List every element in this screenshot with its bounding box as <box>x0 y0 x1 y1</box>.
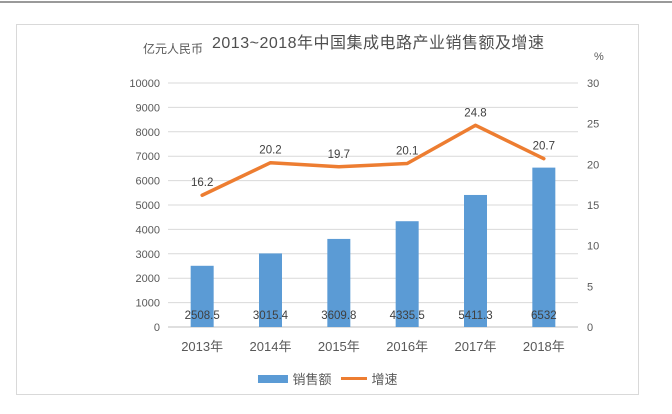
right-axis-tick: 0 <box>587 322 593 334</box>
bar-value-label: 5411.3 <box>458 310 492 322</box>
chart-canvas: 0100020003000400050006000700080009000100… <box>129 78 599 354</box>
right-axis-tick: 20 <box>587 159 599 171</box>
line-value-label: 20.1 <box>396 146 418 158</box>
right-axis-tick: 30 <box>587 78 599 90</box>
left-axis-tick: 8000 <box>136 127 160 139</box>
left-axis-tick: 7000 <box>136 151 160 163</box>
left-axis-tick: 9000 <box>136 102 160 114</box>
growth-series-legend-label: 增速 <box>371 372 398 387</box>
right-axis-unit-label: % <box>594 51 604 63</box>
bar-value-label: 6532 <box>531 310 557 322</box>
growth-series-legend-marker <box>340 377 367 380</box>
left-axis-tick: 10000 <box>129 78 160 90</box>
x-axis-label: 2017年 <box>455 339 497 354</box>
right-axis-tick: 10 <box>587 241 599 253</box>
x-axis-label: 2018年 <box>523 339 565 354</box>
left-axis-tick: 0 <box>154 322 160 334</box>
right-axis-tick: 15 <box>587 200 599 212</box>
line-value-label: 20.2 <box>259 145 281 157</box>
bar-2014年 <box>259 253 282 327</box>
bar-2016年 <box>395 221 419 327</box>
left-axis-tick: 6000 <box>136 176 160 188</box>
left-axis-tick: 5000 <box>136 200 160 212</box>
bar-value-label: 2508.5 <box>185 310 220 322</box>
chart-frame: 0 1000 2000 3000 4000 5000 6000 7000 8000 9000 100… <box>16 24 639 395</box>
x-axis-label: 2016年 <box>386 339 428 354</box>
bar-2018年 <box>532 167 556 327</box>
sales-series-legend-marker <box>257 374 288 383</box>
page-top-divider <box>0 1 672 3</box>
right-axis-tick: 5 <box>587 281 593 293</box>
left-axis-tick: 3000 <box>136 249 160 261</box>
line-value-label: 24.8 <box>464 107 486 119</box>
line-value-label: 20.7 <box>533 141 555 153</box>
bar-2017年 <box>464 194 487 327</box>
bar-value-label: 3015.4 <box>253 310 289 322</box>
bar-2013年 <box>190 265 214 327</box>
line-value-label: 16.2 <box>191 177 213 189</box>
legend: 销售额 增速 <box>257 369 398 388</box>
bar-value-label: 3609.8 <box>321 310 356 322</box>
x-axis-label: 2013年 <box>181 339 223 354</box>
chart-title: 2013~2018年中国集成电路产业销售额及增速 <box>212 35 545 52</box>
growth-line <box>200 123 546 197</box>
bar-2015年 <box>327 238 351 327</box>
right-axis-tick: 25 <box>587 119 599 131</box>
left-axis-unit-label: 亿元人民币 <box>143 42 204 56</box>
line-value-label: 19.7 <box>328 149 350 161</box>
x-axis-label: 2014年 <box>250 339 292 354</box>
left-axis-tick: 1000 <box>136 298 160 310</box>
left-axis-tick: 2000 <box>136 273 160 285</box>
bar-value-label: 4335.5 <box>390 310 425 322</box>
x-axis-label: 2015年 <box>318 339 360 354</box>
left-axis-tick: 4000 <box>136 224 160 236</box>
sales-series-legend-label: 销售额 <box>292 372 332 387</box>
